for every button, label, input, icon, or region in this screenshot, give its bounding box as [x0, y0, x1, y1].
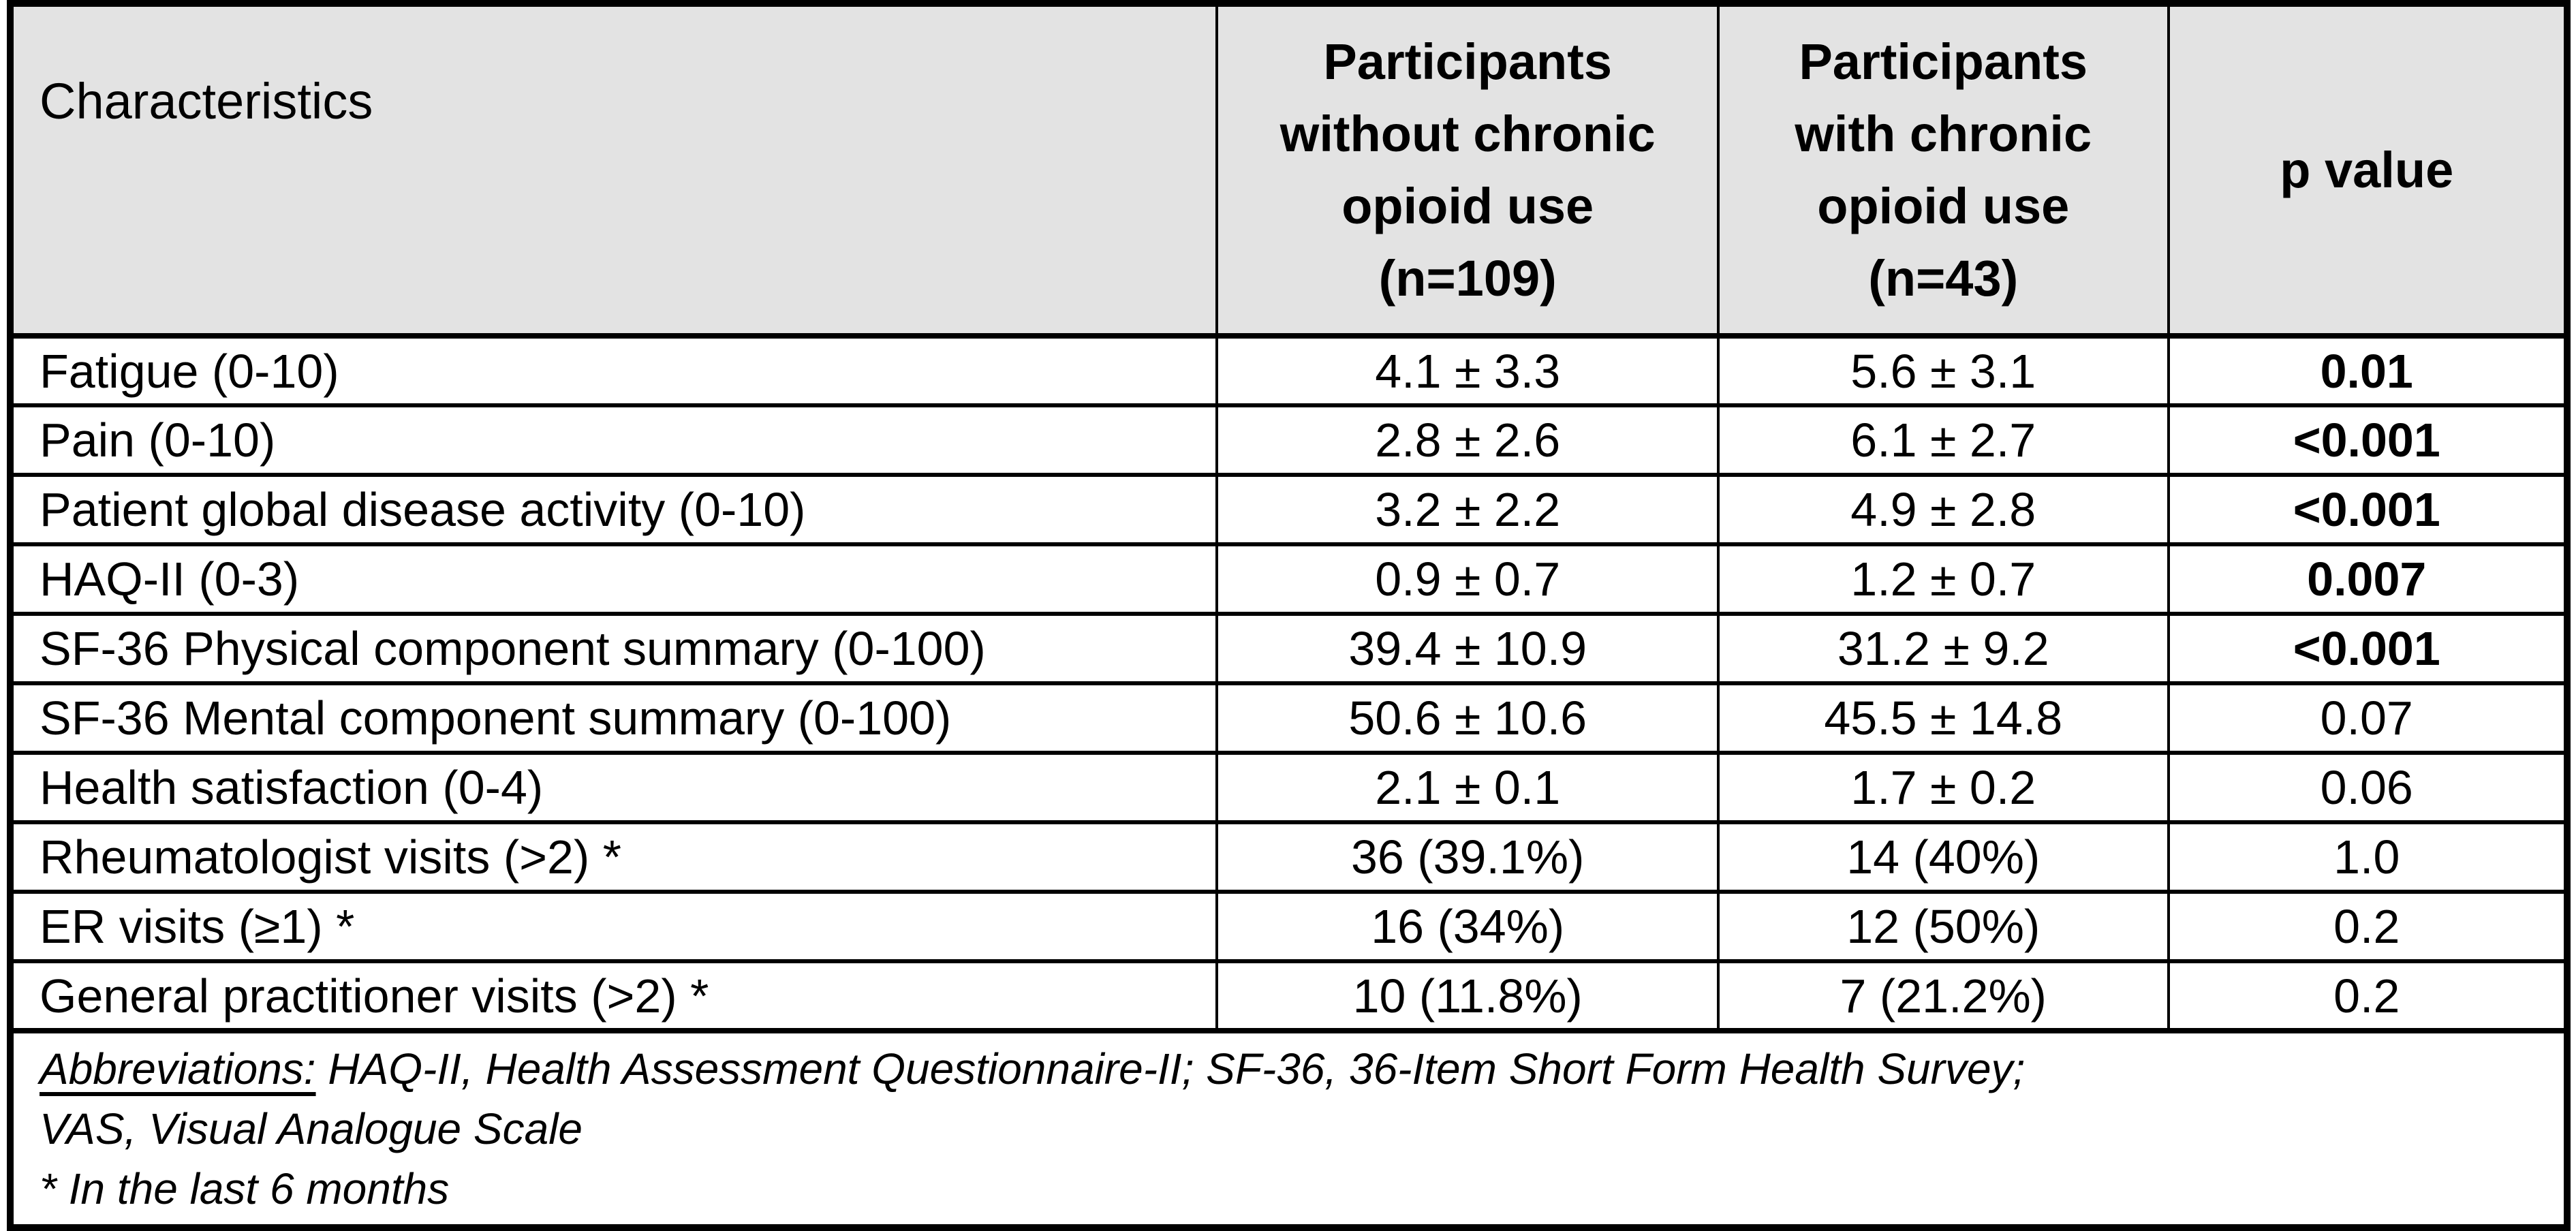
- abbreviations-label: Abbreviations:: [40, 1044, 316, 1093]
- p-value: <0.001: [2167, 473, 2569, 546]
- value-with-chronic-opioid-use: 14 (40%): [1717, 820, 2170, 894]
- abbreviations-text: HAQ-II, Health Assessment Questionnaire-…: [315, 1044, 2026, 1093]
- p-value: <0.001: [2167, 403, 2569, 477]
- footnote-row: Abbreviations: HAQ-II, Health Assessment…: [9, 1028, 2569, 1230]
- row-label: ER visits (≥1) *: [8, 890, 1219, 963]
- table-header: Characteristics Participants without chr…: [8, 1, 2569, 339]
- value-without-chronic-opioid-use: 0.9 ± 0.7: [1215, 542, 1720, 616]
- table-row: SF-36 Physical component summary (0-100)…: [8, 612, 2569, 685]
- p-value: 0.07: [2167, 681, 2569, 755]
- column-header-characteristics: Characteristics: [8, 1, 1219, 339]
- table-row: Health satisfaction (0-4) 2.1 ± 0.1 1.7 ± …: [8, 751, 2569, 824]
- value-without-chronic-opioid-use: 2.1 ± 0.1: [1215, 751, 1720, 824]
- row-label: Rheumatologist visits (>2) *: [8, 820, 1219, 894]
- row-label: SF-36 Physical component summary (0-100): [8, 612, 1219, 685]
- p-value: 0.2: [2167, 959, 2569, 1033]
- p-value: <0.001: [2167, 612, 2569, 685]
- footnote-vas-line: VAS, Visual Analogue Scale: [40, 1104, 583, 1153]
- value-with-chronic-opioid-use: 1.2 ± 0.7: [1717, 542, 2170, 616]
- value-with-chronic-opioid-use: 5.6 ± 3.1: [1717, 334, 2170, 407]
- value-without-chronic-opioid-use: 36 (39.1%): [1215, 820, 1720, 894]
- participant-characteristics-table: Characteristics Participants without chr…: [7, 0, 2571, 1231]
- value-with-chronic-opioid-use: 4.9 ± 2.8: [1717, 473, 2170, 546]
- p-value: 1.0: [2167, 820, 2569, 894]
- column-header-p-value: p value: [2167, 1, 2569, 339]
- row-label: SF-36 Mental component summary (0-100): [8, 681, 1219, 755]
- value-without-chronic-opioid-use: 10 (11.8%): [1215, 959, 1720, 1033]
- p-value: 0.06: [2167, 751, 2569, 824]
- row-label: Patient global disease activity (0-10): [8, 473, 1219, 546]
- table-row: General practitioner visits (>2) * 10 (11…: [8, 959, 2569, 1033]
- value-with-chronic-opioid-use: 12 (50%): [1717, 890, 2170, 963]
- value-without-chronic-opioid-use: 50.6 ± 10.6: [1215, 681, 1720, 755]
- value-without-chronic-opioid-use: 2.8 ± 2.6: [1215, 403, 1720, 477]
- table-footnote: Abbreviations: HAQ-II, Health Assessment…: [9, 1028, 2569, 1230]
- table-row: Rheumatologist visits (>2) * 36 (39.1%) 14…: [8, 820, 2569, 894]
- table-row: Fatigue (0-10) 4.1 ± 3.3 5.6 ± 3.1 0.01: [8, 334, 2569, 407]
- table-row: HAQ-II (0-3) 0.9 ± 0.7 1.2 ± 0.7 0.007: [8, 542, 2569, 616]
- row-label: HAQ-II (0-3): [8, 542, 1219, 616]
- column-header-with-chronic-opioid-use: Participants with chronic opioid use (n=…: [1717, 1, 2170, 339]
- row-label: Pain (0-10): [8, 403, 1219, 477]
- row-label: Health satisfaction (0-4): [8, 751, 1219, 824]
- value-with-chronic-opioid-use: 1.7 ± 0.2: [1717, 751, 2170, 824]
- row-label: General practitioner visits (>2) *: [8, 959, 1219, 1033]
- table-row: SF-36 Mental component summary (0-100) 50…: [8, 681, 2569, 755]
- row-label: Fatigue (0-10): [8, 334, 1219, 407]
- value-with-chronic-opioid-use: 45.5 ± 14.8: [1717, 681, 2170, 755]
- footnote-asterisk-line: * In the last 6 months: [40, 1164, 450, 1213]
- column-header-without-chronic-opioid-use: Participants without chronic opioid use …: [1215, 1, 1720, 339]
- value-without-chronic-opioid-use: 3.2 ± 2.2: [1215, 473, 1720, 546]
- value-with-chronic-opioid-use: 31.2 ± 9.2: [1717, 612, 2170, 685]
- table-body: Fatigue (0-10) 4.1 ± 3.3 5.6 ± 3.1 0.01 Pain…: [8, 334, 2569, 1033]
- header-row: Characteristics Participants without chr…: [8, 1, 2569, 339]
- value-without-chronic-opioid-use: 39.4 ± 10.9: [1215, 612, 1720, 685]
- table-row: ER visits (≥1) * 16 (34%) 12 (50%) 0.2: [8, 890, 2569, 963]
- footnote-abbreviations-line: Abbreviations: HAQ-II, Health Assessment…: [40, 1039, 2550, 1099]
- p-value: 0.01: [2167, 334, 2569, 407]
- value-without-chronic-opioid-use: 16 (34%): [1215, 890, 1720, 963]
- table-row: Patient global disease activity (0-10) 3.…: [8, 473, 2569, 546]
- table-row: Pain (0-10) 2.8 ± 2.6 6.1 ± 2.7 <0.001: [8, 403, 2569, 477]
- value-with-chronic-opioid-use: 6.1 ± 2.7: [1717, 403, 2170, 477]
- p-value: 0.2: [2167, 890, 2569, 963]
- p-value: 0.007: [2167, 542, 2569, 616]
- value-with-chronic-opioid-use: 7 (21.2%): [1717, 959, 2170, 1033]
- value-without-chronic-opioid-use: 4.1 ± 3.3: [1215, 334, 1720, 407]
- table-footer: Abbreviations: HAQ-II, Health Assessment…: [9, 1028, 2569, 1230]
